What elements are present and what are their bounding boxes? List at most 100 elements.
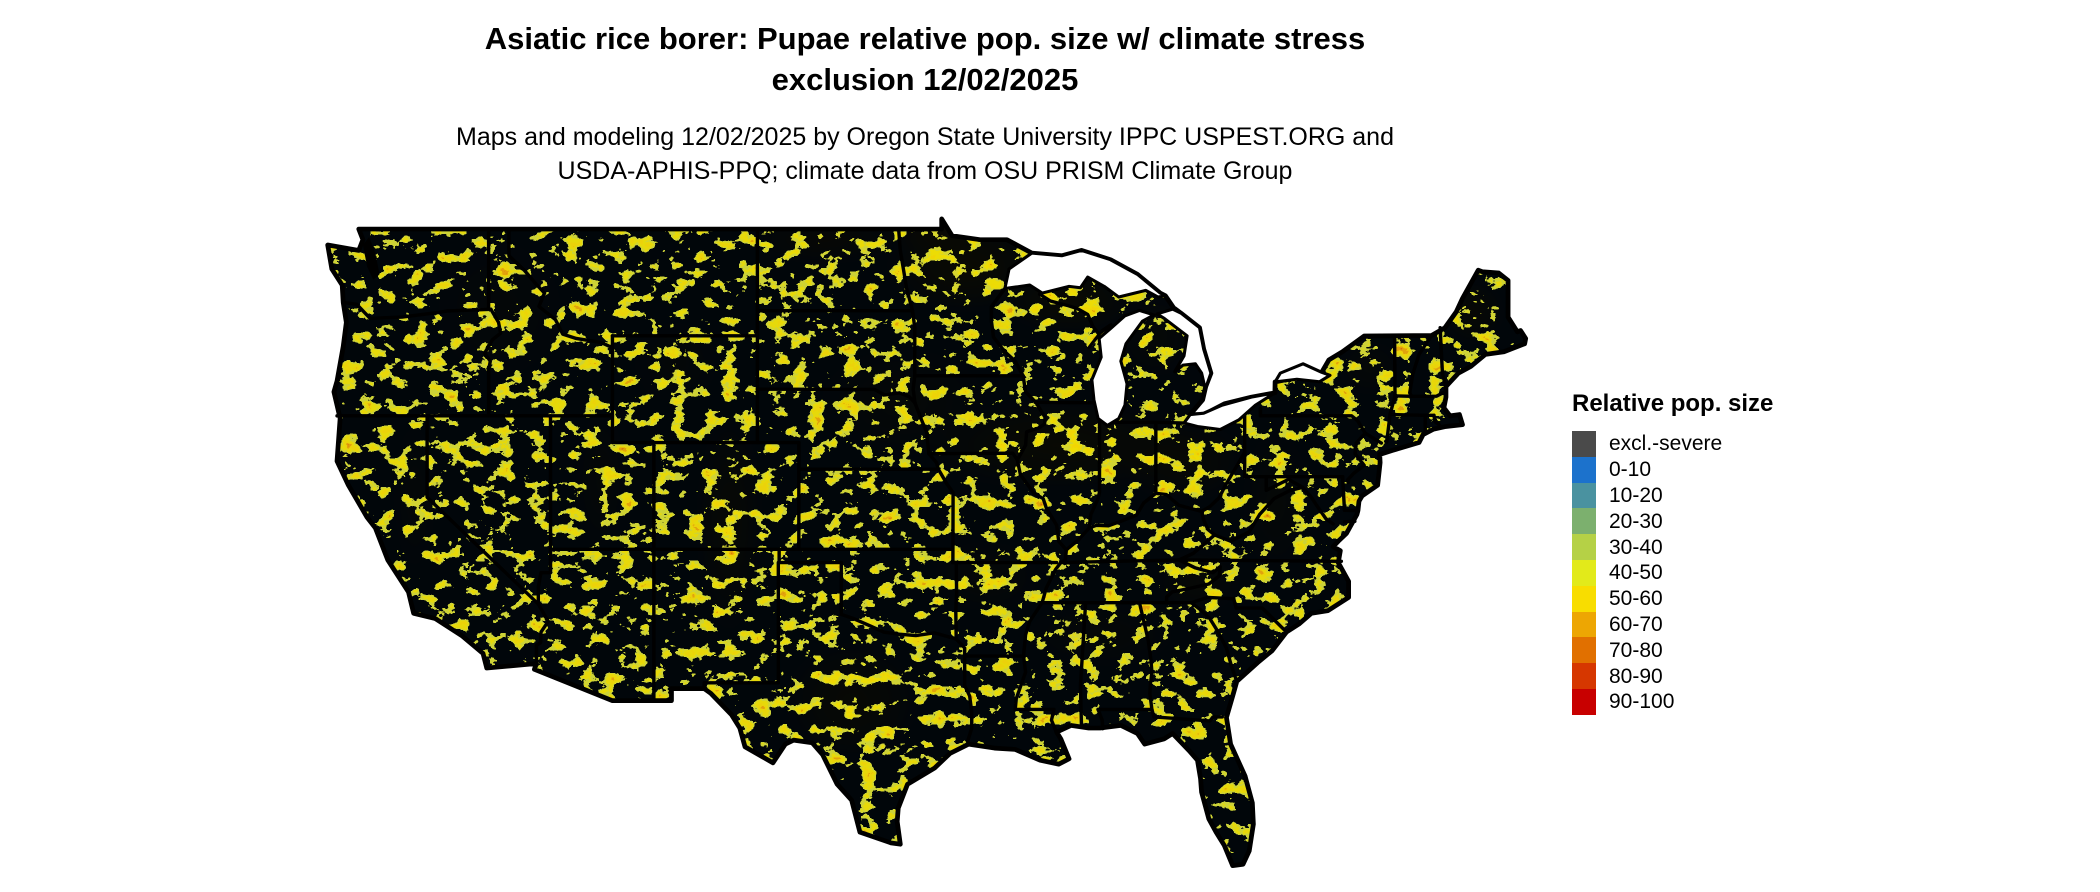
legend-swatch — [1572, 534, 1596, 560]
great-lakes — [1003, 248, 1332, 432]
state-border-line — [1300, 485, 1335, 526]
lake — [1087, 323, 1113, 350]
map-title: Asiatic rice borer: Pupae relative pop. … — [325, 18, 1525, 100]
legend: Relative pop. size excl.-severe 0-10 10-20… — [1572, 390, 1773, 715]
state-border-line — [1150, 707, 1225, 723]
state-border-line — [536, 414, 553, 606]
state-border-line — [341, 300, 493, 321]
us-risk-map — [307, 209, 1535, 888]
state-border-line — [1021, 601, 1044, 658]
legend-swatch — [1572, 688, 1596, 715]
legend-item: 0-10 — [1572, 456, 1773, 483]
state-border-line — [1438, 326, 1448, 388]
state-border-line — [1177, 533, 1217, 562]
legend-item: 90-100 — [1572, 688, 1773, 715]
state-border-line — [507, 227, 615, 350]
puget-sound-water — [362, 237, 380, 280]
legend-label: 80-90 — [1609, 664, 1663, 688]
state-border-line — [755, 387, 917, 405]
legend-label: 90-100 — [1609, 690, 1675, 714]
state-border-line — [1432, 413, 1442, 427]
state-border-line — [954, 637, 974, 744]
legend-swatch — [1572, 482, 1596, 509]
legend-item: 40-50 — [1572, 559, 1773, 586]
state-border-line — [896, 227, 915, 313]
state-border-line — [1199, 450, 1247, 514]
state-border-line — [1059, 558, 1181, 565]
state-border-line — [1154, 491, 1204, 514]
state-border-line — [1015, 374, 1047, 462]
legend-label: 70-80 — [1609, 638, 1663, 662]
lake — [1182, 391, 1277, 432]
lake — [1090, 308, 1156, 428]
legend-swatch — [1572, 585, 1596, 612]
state-border-line — [482, 307, 503, 418]
state-border-line — [534, 602, 550, 666]
us-map-svg — [325, 216, 1529, 868]
legend-swatch — [1572, 663, 1596, 689]
legend-label: 0-10 — [1609, 458, 1652, 482]
state-border-line — [1078, 601, 1088, 728]
state-border-line — [425, 414, 541, 606]
state-border-line — [1199, 509, 1217, 537]
lake — [1273, 362, 1332, 384]
state-border-line — [1087, 420, 1102, 530]
state-border-line — [1037, 292, 1100, 335]
state-border-line — [1033, 400, 1096, 405]
legend-item: 80-90 — [1572, 663, 1773, 689]
state-border-line — [1242, 450, 1345, 479]
legend-swatch — [1572, 611, 1596, 638]
legend-item: 70-80 — [1572, 637, 1773, 664]
legend-swatch — [1572, 431, 1596, 457]
legend-label: 50-60 — [1609, 587, 1663, 611]
conus-outline — [325, 216, 1529, 868]
map-title-line1: Asiatic rice borer: Pupae relative pop. … — [484, 21, 1366, 56]
state-border-line — [1189, 595, 1289, 634]
lake — [1003, 248, 1167, 299]
legend-label: 40-50 — [1609, 561, 1663, 585]
legend-swatch — [1572, 559, 1596, 586]
state-border-line — [1345, 431, 1367, 485]
state-border-line — [1212, 485, 1305, 543]
state-border-line — [989, 286, 1025, 378]
legend-label: 20-30 — [1609, 509, 1663, 533]
state-border-line — [1393, 390, 1446, 399]
state-border-line — [1087, 491, 1158, 530]
state-border-line — [1015, 458, 1069, 552]
state-border-line — [702, 560, 781, 691]
map-title-line2: exclusion 12/02/2025 — [771, 62, 1079, 97]
legend-item: 30-40 — [1572, 534, 1773, 560]
map-attribution-line1: Maps and modeling 12/02/2025 by Oregon S… — [456, 123, 1394, 151]
legend-label: 60-70 — [1609, 612, 1663, 636]
state-border-line — [1340, 475, 1360, 513]
state-border-line — [1189, 601, 1239, 684]
legend-item: 20-30 — [1572, 508, 1773, 535]
state-border-line — [1013, 654, 1028, 712]
state-border-line — [1112, 420, 1186, 425]
legend-swatch — [1572, 637, 1596, 664]
map-attribution: Maps and modeling 12/02/2025 by Oregon S… — [325, 120, 1525, 188]
state-border-line — [927, 451, 1020, 462]
state-border-line — [1363, 431, 1384, 445]
state-border-line — [1164, 558, 1222, 605]
state-border-line — [936, 467, 955, 565]
legend-item: 60-70 — [1572, 611, 1773, 638]
map-attribution-line2: USDA-APHIS-PPQ; climate data from OSU PR… — [557, 157, 1293, 185]
legend-label: 10-20 — [1609, 483, 1663, 507]
state-border-line — [954, 560, 959, 641]
legend-rows: excl.-severe 0-10 10-20 20-30 30-40 40-50 50-6… — [1572, 431, 1773, 715]
state-border-line — [1388, 412, 1436, 418]
coastal-water-marks — [362, 237, 380, 280]
state-border-line — [913, 401, 941, 471]
legend-label: excl.-severe — [1609, 432, 1723, 456]
state-border-line — [1177, 558, 1344, 563]
legend-label: 30-40 — [1609, 535, 1663, 559]
legend-item: 50-60 — [1572, 585, 1773, 612]
state-border-line — [1013, 707, 1058, 734]
state-border-line — [1264, 475, 1305, 493]
state-border-line — [1408, 333, 1434, 399]
legend-item: excl.-severe — [1572, 431, 1773, 457]
state-borders — [335, 227, 1448, 744]
legend-title: Relative pop. size — [1572, 390, 1774, 417]
